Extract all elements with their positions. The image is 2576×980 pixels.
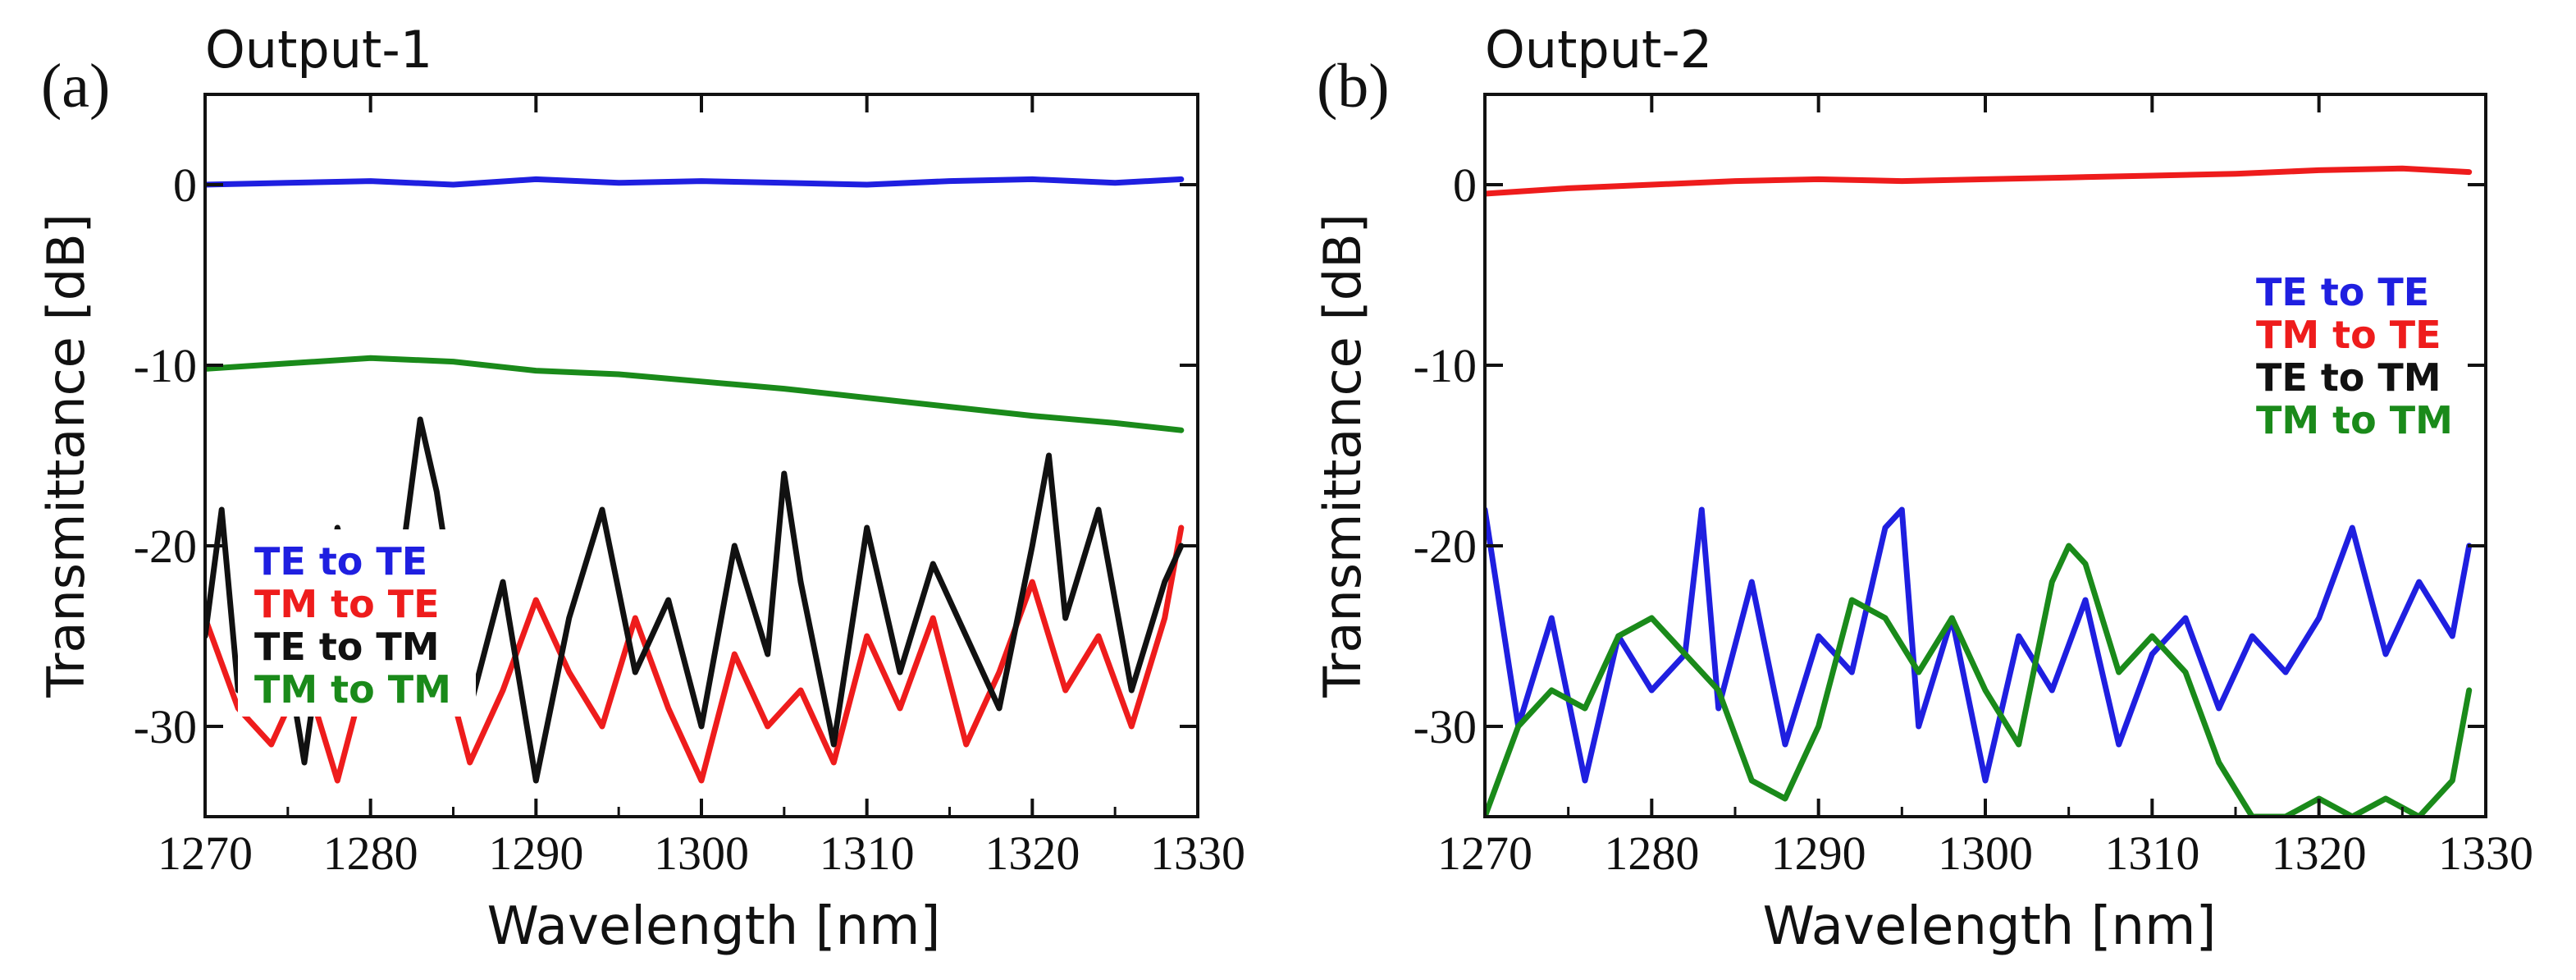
legend-entry-tm-to-tm: TM to TM bbox=[254, 667, 451, 712]
x-tick-label: 1320 bbox=[984, 827, 1080, 880]
axes: 1270 1280 1290 1300 1310 1320 1330 0 -10 -20 -30 bbox=[134, 93, 1245, 880]
x-tick-label: 1300 bbox=[654, 827, 749, 880]
y-tick-label: -10 bbox=[1414, 339, 1477, 392]
legend-entry-te-to-tm: TE to TM bbox=[2256, 355, 2441, 400]
panel-label: (b) bbox=[1317, 52, 1390, 121]
chart-panel-b: (b) Output-2 Wavelength [nm] Transmittan… bbox=[1313, 20, 2533, 957]
x-tick-label: 1310 bbox=[2104, 827, 2199, 880]
chart-title: Output-2 bbox=[1485, 20, 1712, 80]
x-tick-label: 1320 bbox=[2272, 827, 2367, 880]
plot-frame bbox=[1483, 93, 2487, 818]
series-line-te-to-te bbox=[205, 176, 1185, 188]
x-axis-label: Wavelength [nm] bbox=[1763, 896, 2217, 957]
series-line-te-to-te bbox=[1485, 506, 2473, 784]
legend-entry-te-to-te: TE to TE bbox=[254, 539, 427, 584]
y-tick-label: -20 bbox=[1414, 520, 1477, 573]
series-line-tm-to-tm bbox=[1485, 543, 2473, 817]
legend-background bbox=[238, 529, 476, 717]
axes: 1270 1280 1290 1300 1310 1320 1330 0 -10 -20 -30 bbox=[1414, 93, 2533, 880]
legend-entry-tm-to-tm: TM to TM bbox=[2256, 398, 2453, 442]
legend-entry-tm-to-te: TM to TE bbox=[2256, 313, 2441, 357]
y-tick-label: -20 bbox=[134, 520, 197, 573]
legend-entry-te-to-te: TE to TE bbox=[2256, 270, 2429, 314]
x-tick-label: 1270 bbox=[1437, 827, 1532, 880]
y-tick-label: -30 bbox=[1414, 700, 1477, 753]
x-tick-label: 1290 bbox=[1771, 827, 1866, 880]
x-tick-label: 1310 bbox=[820, 827, 915, 880]
x-tick-label: 1330 bbox=[2438, 827, 2533, 880]
legend-entry-tm-to-te: TM to TE bbox=[254, 582, 440, 626]
series-line-tm-to-tm bbox=[205, 355, 1185, 433]
chart-panel-a: (a) Output-1 Wavelength [nm] Transmittan… bbox=[36, 20, 1245, 957]
y-axis-label: Transmittance [dB] bbox=[36, 213, 96, 698]
panel-label: (a) bbox=[41, 52, 110, 121]
y-tick-label: 0 bbox=[173, 158, 197, 212]
x-tick-label: 1300 bbox=[1938, 827, 2033, 880]
chart-title: Output-1 bbox=[205, 20, 432, 80]
x-tick-label: 1290 bbox=[488, 827, 583, 880]
x-tick-label: 1280 bbox=[323, 827, 418, 880]
x-tick-label: 1330 bbox=[1150, 827, 1245, 880]
series-layer bbox=[1485, 165, 2473, 817]
series-line-tm-to-te bbox=[1485, 165, 2473, 197]
y-tick-label: -10 bbox=[134, 339, 197, 392]
legend-entry-te-to-tm: TE to TM bbox=[254, 625, 440, 669]
x-tick-label: 1280 bbox=[1604, 827, 1699, 880]
y-tick-label: 0 bbox=[1453, 158, 1477, 212]
y-axis-label: Transmittance [dB] bbox=[1313, 213, 1372, 698]
y-tick-label: -30 bbox=[134, 700, 197, 753]
x-tick-label: 1270 bbox=[158, 827, 253, 880]
x-axis-label: Wavelength [nm] bbox=[487, 896, 941, 957]
